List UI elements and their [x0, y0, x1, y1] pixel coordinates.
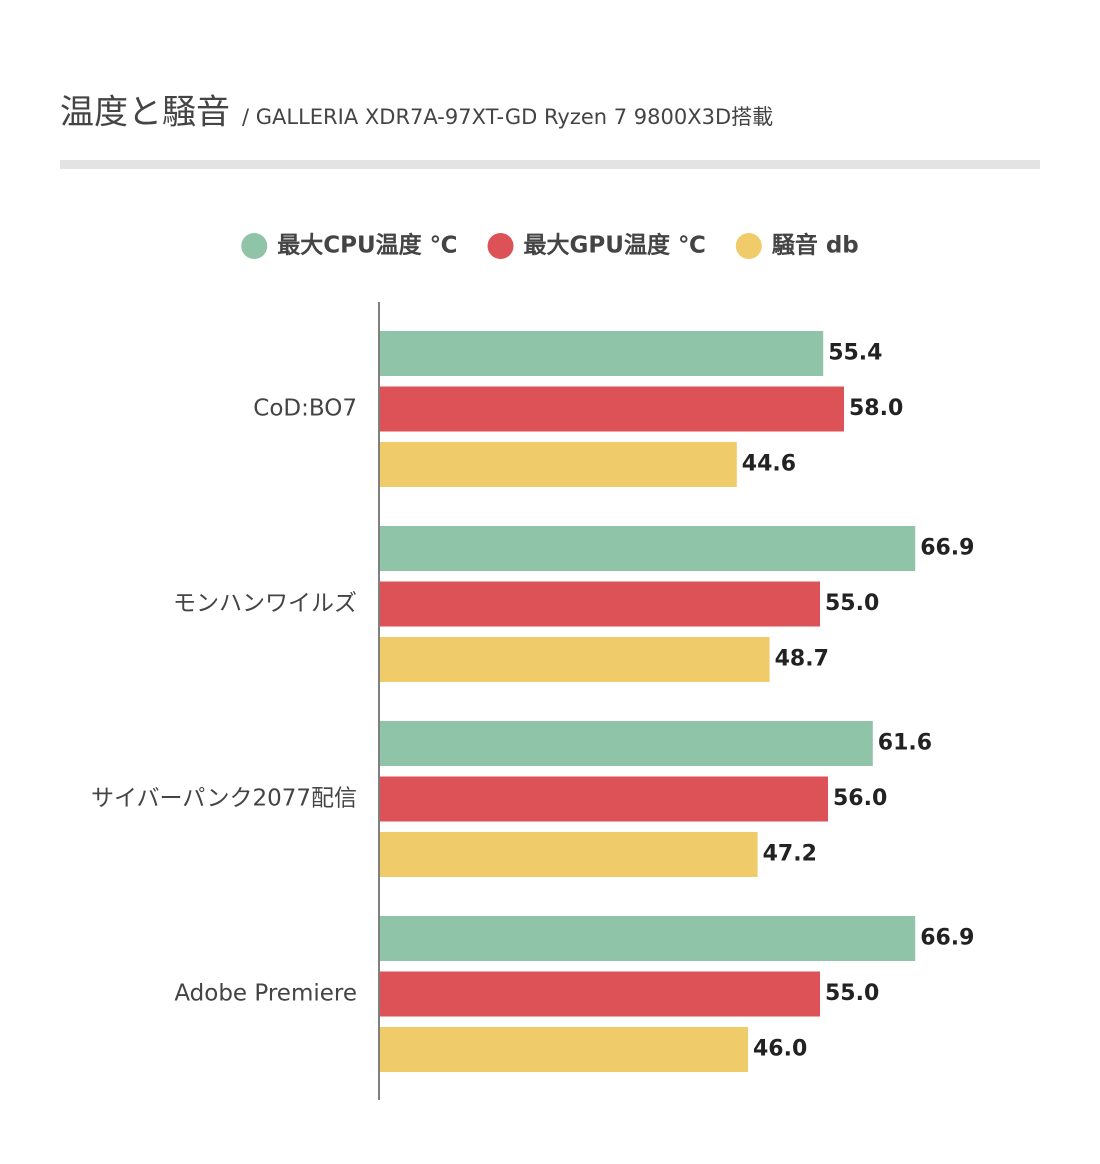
legend-label: 最大CPU温度 ℃ — [277, 232, 457, 259]
bar — [380, 916, 916, 961]
bar — [380, 442, 737, 487]
y-tick-label: サイバーパンク2077配信 — [91, 786, 357, 812]
value-label: 55.0 — [825, 591, 879, 616]
bar — [380, 1027, 748, 1072]
divider — [60, 160, 1040, 169]
value-label: 61.6 — [878, 731, 932, 756]
legend-marker — [241, 233, 268, 259]
bar — [380, 637, 770, 682]
bar — [380, 581, 820, 627]
bar — [380, 526, 916, 571]
value-label: 58.0 — [849, 396, 903, 421]
value-label: 56.0 — [833, 786, 887, 811]
value-label: 66.9 — [920, 536, 974, 561]
y-tick-label: Adobe Premiere — [174, 981, 357, 1007]
value-label: 66.9 — [920, 926, 974, 951]
legend-label: 最大GPU温度 ℃ — [524, 232, 706, 259]
value-label: 55.0 — [825, 981, 879, 1006]
value-label: 55.4 — [828, 341, 882, 366]
chart-title: 温度と騒音 — [60, 93, 230, 133]
legend-label: 騒音 db — [772, 232, 859, 259]
value-label: 47.2 — [763, 842, 817, 867]
y-tick-label: モンハンワイルズ — [173, 591, 357, 617]
value-label: 44.6 — [742, 452, 796, 477]
bar — [380, 331, 824, 376]
bar — [380, 832, 758, 877]
value-label: 46.0 — [753, 1037, 807, 1062]
bar — [380, 386, 844, 432]
legend-marker — [487, 233, 514, 259]
bar — [380, 776, 828, 822]
bar — [380, 971, 820, 1017]
legend-marker — [735, 233, 762, 259]
y-tick-label: CoD:BO7 — [253, 396, 357, 422]
value-label: 48.7 — [775, 647, 829, 672]
chart-subtitle: / GALLERIA XDR7A-97XT-GD Ryzen 7 9800X3D… — [242, 105, 773, 129]
bar — [380, 721, 873, 766]
